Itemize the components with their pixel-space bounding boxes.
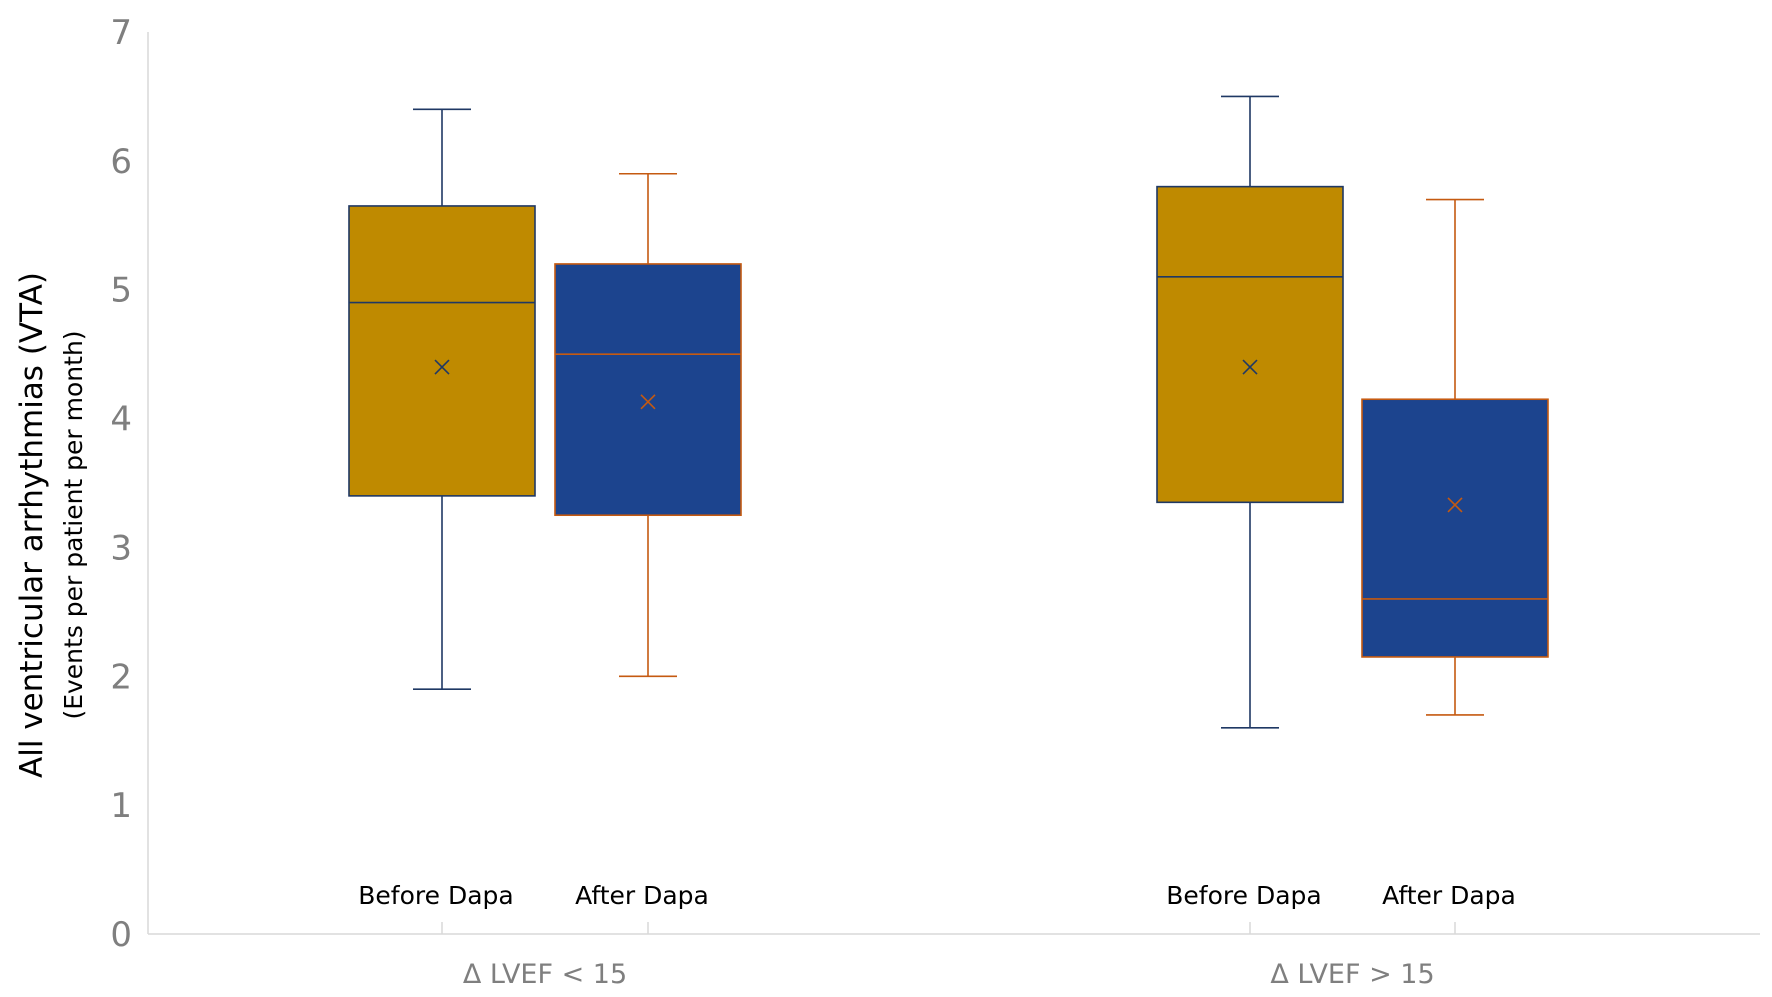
y-tick-label: 4: [110, 400, 132, 440]
y-axis-label: All ventricular arrhythmias (VTA): [14, 272, 50, 778]
box: [1156, 95, 1344, 934]
iqr-box: [348, 205, 536, 497]
category-labels: Δ LVEF < 15 Before Dapa After Dapa Δ LVEF >…: [358, 881, 1516, 990]
box-label: Before Dapa: [1166, 881, 1321, 910]
axes: [147, 32, 1760, 935]
y-tick-labels: 0 1 2 3 4 5 6 7: [110, 13, 132, 955]
mean-marker: [640, 394, 656, 410]
group-label: Δ LVEF < 15: [463, 959, 627, 990]
y-tick-label: 1: [110, 786, 132, 826]
group-label: Δ LVEF > 15: [1270, 959, 1434, 990]
y-tick-label: 2: [110, 657, 132, 697]
y-tick-label: 7: [110, 13, 132, 53]
mean-marker: [1447, 497, 1463, 513]
box: [348, 108, 536, 934]
y-tick-label: 6: [110, 142, 132, 182]
mean-marker: [1242, 359, 1258, 375]
y-axis-sublabel: (Events per patient per month): [59, 330, 88, 719]
box: [554, 172, 742, 934]
box: [1361, 198, 1549, 934]
box-series: [348, 95, 1549, 934]
box-label: After Dapa: [575, 881, 709, 910]
y-tick-label: 5: [110, 271, 132, 311]
box-label: After Dapa: [1382, 881, 1516, 910]
iqr-box: [1156, 185, 1344, 504]
y-tick-label: 0: [110, 915, 132, 955]
mean-marker: [434, 359, 450, 375]
box-label: Before Dapa: [358, 881, 513, 910]
iqr-box: [554, 263, 742, 517]
iqr-box: [1361, 398, 1549, 658]
y-tick-label: 3: [110, 528, 132, 568]
